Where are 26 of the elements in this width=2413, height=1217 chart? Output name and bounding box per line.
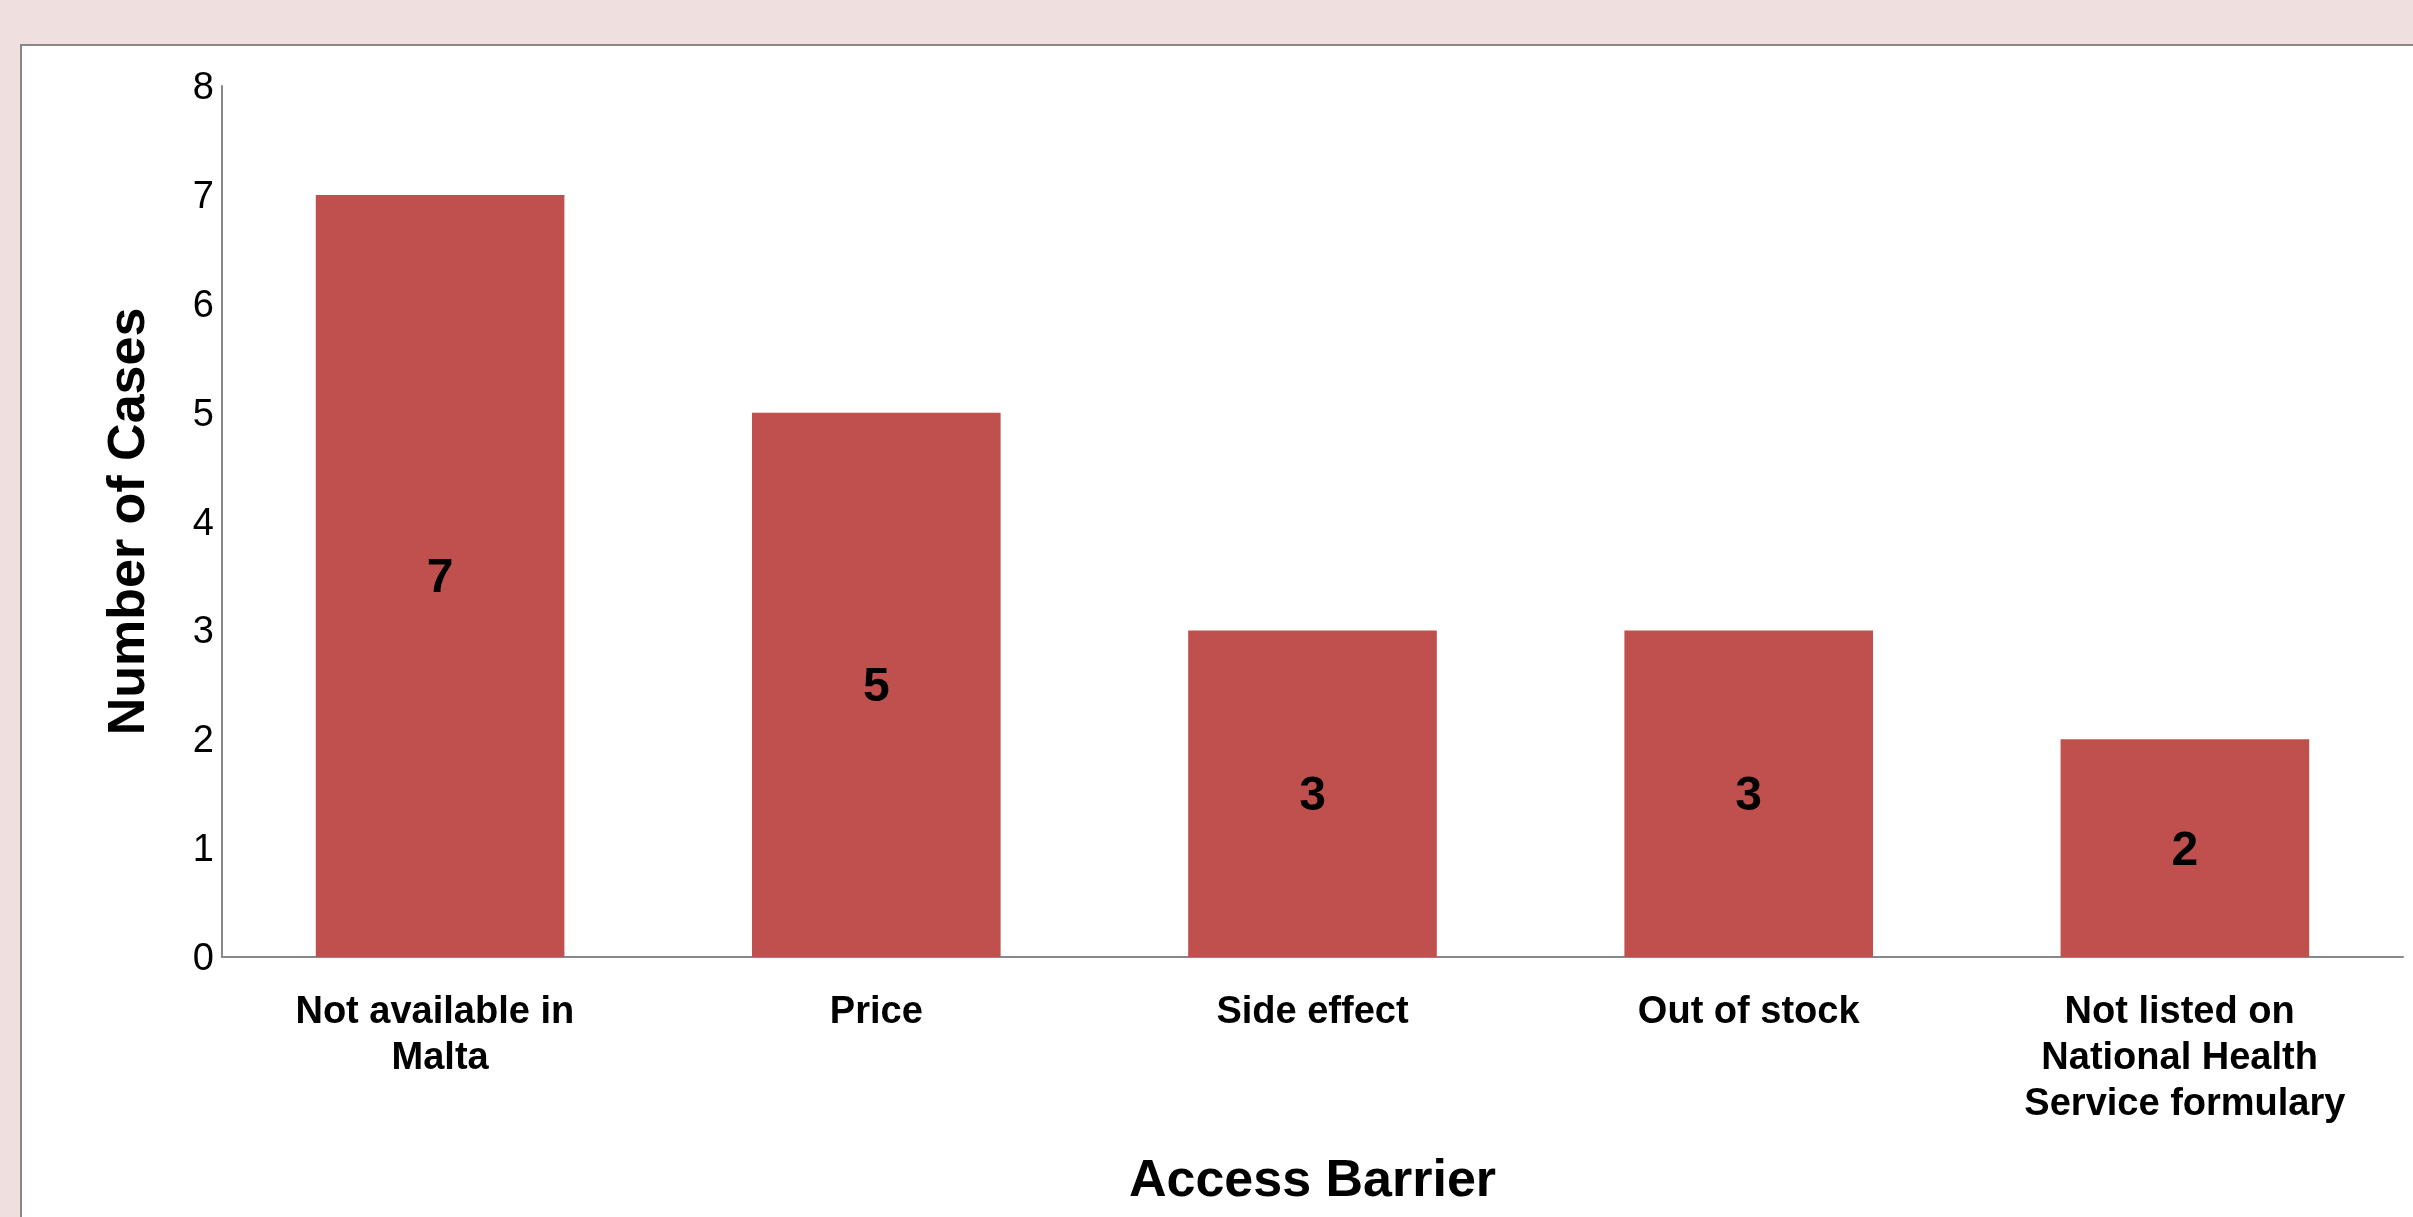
- bar: [1188, 630, 1437, 957]
- bar: [315, 194, 565, 957]
- data-label: 7: [426, 549, 454, 603]
- bar: [751, 412, 1001, 957]
- x-tick-label: Price: [829, 989, 923, 1031]
- data-label: 2: [2171, 821, 2199, 875]
- bar: [2060, 739, 2310, 957]
- y-tick-label: 7: [192, 173, 214, 216]
- x-tick-label: Side effect: [1216, 989, 1409, 1031]
- y-tick-label: 2: [192, 718, 214, 761]
- data-label: 3: [1299, 767, 1326, 821]
- x-axis-title: Access Barrier: [1128, 1149, 1497, 1207]
- y-tick-label: 5: [192, 391, 214, 434]
- bar: [1624, 630, 1874, 957]
- y-tick-label: 0: [192, 936, 214, 978]
- y-axis-title: Number of Cases: [97, 307, 155, 736]
- x-tick-label: Out of stock: [1637, 989, 1861, 1031]
- x-tick-label: Not listed on National Health Service formulary: [2024, 989, 2346, 1123]
- x-tick-label: Not available in Malta: [295, 989, 585, 1077]
- y-tick-label: 3: [192, 609, 214, 652]
- y-tick-label: 4: [192, 500, 214, 543]
- data-label: 5: [862, 658, 890, 712]
- data-label: 3: [1735, 767, 1763, 821]
- y-tick-label: 8: [192, 65, 214, 107]
- y-tick-label: 6: [192, 282, 214, 325]
- y-tick-label: 1: [192, 827, 214, 870]
